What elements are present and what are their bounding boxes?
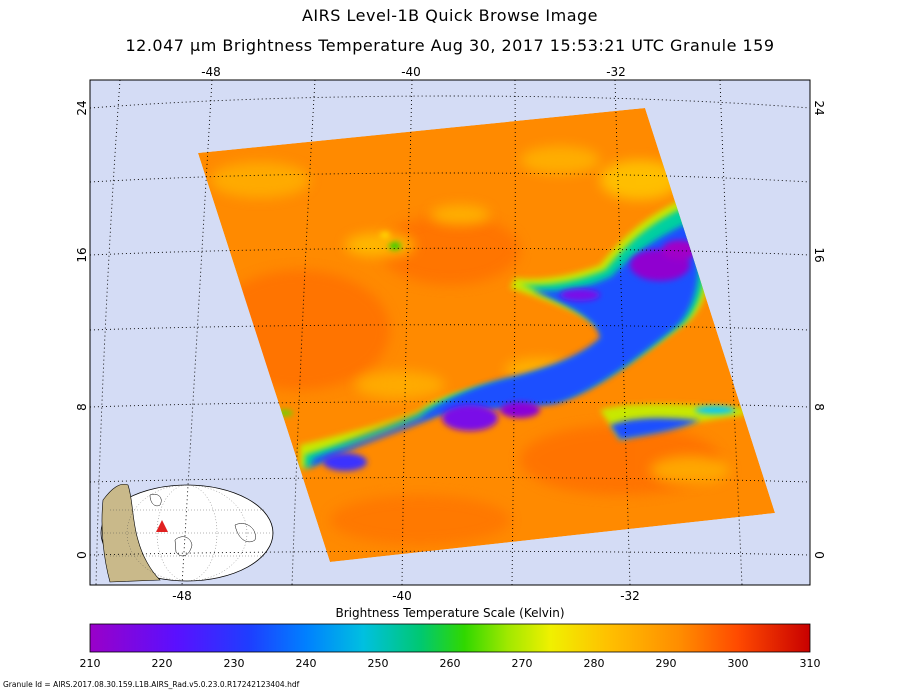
top-lon-label: -40	[401, 65, 421, 79]
colorbar-ticks: 210 220 230 240 250 260 270 280 290 300 310	[80, 657, 821, 670]
top-lon-label: -32	[606, 65, 626, 79]
left-lat-label: 8	[75, 403, 89, 411]
bottom-lon-label: -40	[392, 589, 412, 603]
colorbar-title: Brightness Temperature Scale (Kelvin)	[335, 606, 564, 620]
granule-id-footer: Granule Id = AIRS.2017.08.30.159.L1B.AIR…	[3, 680, 300, 689]
colorbar-tick-label: 220	[152, 657, 173, 670]
bottom-lon-label: -32	[620, 589, 640, 603]
colorbar-tick-label: 240	[296, 657, 317, 670]
colorbar-tick-label: 300	[728, 657, 749, 670]
map-title: AIRS Level-1B Quick Browse Image	[301, 6, 599, 25]
graticule	[89, 79, 811, 586]
colorbar-tick-label: 310	[800, 657, 821, 670]
inset-globe	[100, 483, 274, 583]
airs-swath	[198, 108, 775, 562]
colorbar-tick-label: 280	[584, 657, 605, 670]
right-lat-label: 0	[812, 551, 826, 559]
right-lat-label: 24	[812, 100, 826, 115]
colorbar-tick-label: 210	[80, 657, 101, 670]
bottom-lon-label: -48	[172, 589, 192, 603]
left-lat-label: 24	[75, 100, 89, 115]
left-lat-label: 0	[75, 551, 89, 559]
colorbar-tick-label: 250	[368, 657, 389, 670]
map-frame	[89, 79, 811, 586]
colorbar	[89, 623, 811, 653]
colorbar-tick-label: 290	[656, 657, 677, 670]
right-lat-label: 16	[812, 247, 826, 262]
granule-location-marker	[156, 520, 168, 532]
colorbar-tick-label: 270	[512, 657, 533, 670]
map-subtitle: 12.047 μm Brightness Temperature Aug 30,…	[125, 36, 775, 55]
top-lon-label: -48	[201, 65, 221, 79]
left-lat-label: 16	[75, 247, 89, 262]
colorbar-tick-label: 260	[440, 657, 461, 670]
right-lat-label: 8	[812, 403, 826, 411]
colorbar-tick-label: 230	[224, 657, 245, 670]
